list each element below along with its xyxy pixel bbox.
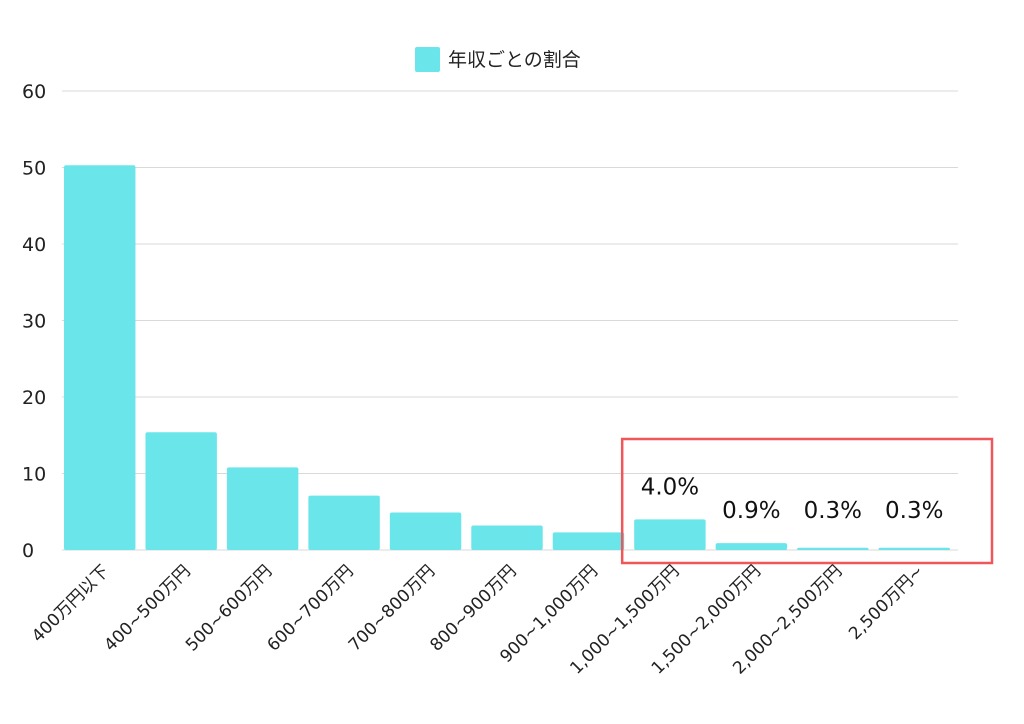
bar: [552, 532, 625, 550]
x-tick-label: 400~500万円: [101, 561, 195, 655]
y-tick-label: 20: [22, 387, 46, 409]
bar: [389, 512, 462, 550]
bar: [878, 547, 950, 550]
y-axis-ticks: 0 10 20 30 40 50 60: [22, 81, 46, 562]
legend-swatch: [415, 47, 440, 72]
y-tick-label: 50: [22, 158, 46, 180]
data-labels: 4.0% 0.9% 0.3% 0.3%: [641, 474, 944, 524]
y-tick-label: 10: [22, 464, 46, 486]
x-tick-label: 500~600万円: [182, 561, 276, 655]
bar: [226, 467, 299, 550]
x-axis-labels: 400万円以下400~500万円500~600万円600~700万円700~80…: [28, 561, 928, 678]
bar: [471, 525, 543, 550]
bar: [797, 547, 869, 550]
bar: [634, 519, 706, 550]
bars: [64, 165, 950, 550]
highlight-box: [620, 437, 994, 565]
bar: [308, 495, 380, 550]
x-tick-label: 700~800万円: [345, 561, 439, 655]
y-tick-label: 40: [22, 234, 46, 256]
bar: [64, 165, 136, 550]
legend: 年収ごとの割合: [415, 47, 581, 72]
data-label: 4.0%: [641, 474, 699, 500]
y-tick-label: 60: [22, 81, 46, 103]
data-label: 0.3%: [885, 498, 943, 524]
bar: [145, 432, 217, 550]
x-tick-label: 600~700万円: [263, 561, 357, 655]
x-tick-label: 400万円以下: [28, 561, 113, 646]
data-label: 0.9%: [722, 498, 780, 524]
x-tick-label: 2,500万円~: [845, 561, 928, 644]
y-tick-label: 0: [22, 540, 34, 562]
x-tick-label: 800~900万円: [426, 561, 520, 655]
y-tick-label: 30: [22, 311, 46, 333]
bar: [715, 543, 788, 550]
legend-label: 年収ごとの割合: [448, 49, 581, 71]
data-label: 0.3%: [804, 498, 862, 524]
